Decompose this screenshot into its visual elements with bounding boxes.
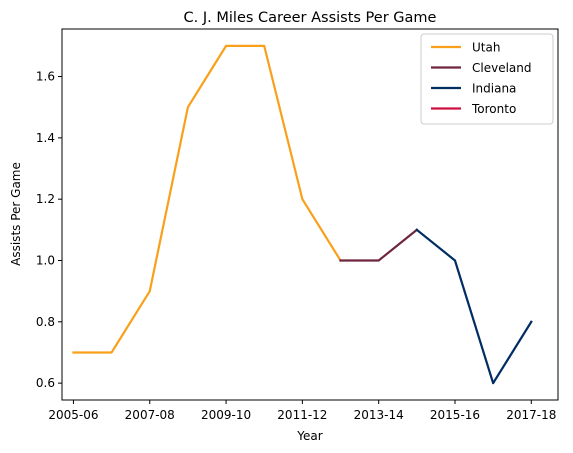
x-tick-label: 2015-16	[430, 408, 480, 422]
legend-label-utah: Utah	[472, 41, 500, 55]
x-tick-label: 2007-08	[125, 408, 175, 422]
series-layer	[72, 44, 533, 385]
y-tick-label: 0.8	[36, 315, 55, 329]
x-axis: 2005-06 2007-08 2009-10 2011-12 2013-14 2015-…	[48, 400, 556, 422]
legend-label-indiana: Indiana	[472, 82, 516, 96]
x-tick-label: 2009-10	[201, 408, 251, 422]
x-tick-label: 2013-14	[354, 408, 404, 422]
x-tick-label: 2017-18	[506, 408, 556, 422]
legend: Utah Cleveland Indiana Toronto	[420, 33, 554, 125]
y-axis-title: Assists Per Game	[9, 162, 23, 266]
series-line-utah	[72, 44, 343, 354]
y-tick-label: 1.4	[36, 131, 55, 145]
y-tick-label: 1.0	[36, 253, 55, 267]
series-line-indiana	[415, 228, 533, 385]
plot-frame	[61, 28, 559, 401]
series-line-cleveland	[339, 228, 419, 262]
y-tick-label: 1.2	[36, 192, 55, 206]
y-axis: 0.6 0.8 1.0 1.2 1.4 1.6	[36, 70, 62, 390]
x-tick-label: 2011-12	[277, 408, 327, 422]
legend-label-cleveland: Cleveland	[472, 61, 532, 75]
x-tick-label: 2005-06	[48, 408, 98, 422]
y-tick-label: 0.6	[36, 376, 55, 390]
chart-title: C. J. Miles Career Assists Per Game	[184, 10, 437, 26]
y-tick-label: 1.6	[36, 70, 55, 84]
legend-box	[420, 33, 554, 125]
legend-label-toronto: Toronto	[471, 102, 516, 116]
x-axis-title: Year	[296, 429, 322, 443]
